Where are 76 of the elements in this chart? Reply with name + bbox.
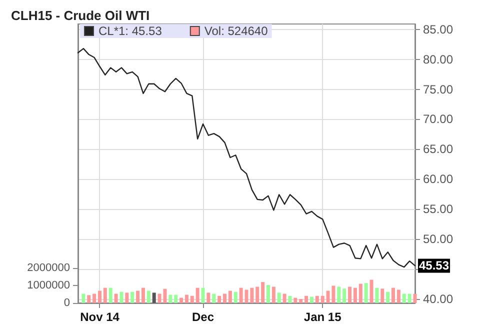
bar <box>413 294 417 303</box>
y-tick-label: 50.00 <box>423 232 454 246</box>
bar <box>239 288 243 303</box>
y-tick-label: 70.00 <box>423 112 454 126</box>
bar <box>152 292 156 303</box>
bar <box>353 288 357 303</box>
bar <box>337 286 341 303</box>
bar <box>315 296 319 303</box>
y-tick-label: 40.00 <box>423 292 454 306</box>
legend-label: Vol: 524640 <box>204 24 268 38</box>
bar <box>174 294 178 303</box>
y-tick-label: 55.00 <box>423 202 454 216</box>
bar <box>218 296 222 303</box>
bar <box>310 296 314 303</box>
bar <box>348 286 352 303</box>
bar <box>120 292 124 303</box>
bar <box>168 294 172 303</box>
bar <box>206 292 210 303</box>
bar <box>108 288 112 303</box>
bar <box>114 294 118 303</box>
bar <box>201 288 205 303</box>
legend-label: CL*1: 45.53 <box>98 24 162 38</box>
y-tick-label: 60.00 <box>423 172 454 186</box>
bar <box>92 294 96 303</box>
bar <box>103 288 107 303</box>
line-series <box>77 48 416 268</box>
y2-tick-label: 2000000 <box>27 262 70 274</box>
y-tick-label: 65.00 <box>423 142 454 156</box>
bar <box>375 288 379 303</box>
x-tick-label: Dec <box>192 310 214 324</box>
bar <box>141 288 145 303</box>
data-label: 45.53 <box>419 258 450 273</box>
bar <box>261 282 265 303</box>
bar <box>272 286 276 303</box>
bar <box>299 298 303 303</box>
bar <box>380 288 384 303</box>
y-tick-label: 75.00 <box>423 82 454 96</box>
chart-title: CLH15 - Crude Oil WTI <box>11 8 150 23</box>
bar <box>396 290 400 303</box>
bar <box>196 288 200 303</box>
bar <box>370 280 374 303</box>
bar <box>402 294 406 303</box>
bar <box>294 298 298 303</box>
bar <box>408 294 412 303</box>
bar <box>358 284 362 303</box>
bar <box>364 283 368 303</box>
bar <box>304 296 308 303</box>
bar <box>98 290 102 303</box>
bar <box>125 292 129 303</box>
y2-tick-label: 1000000 <box>27 280 70 292</box>
bar <box>277 292 281 303</box>
bar <box>320 296 324 303</box>
bar <box>234 292 238 303</box>
x-tick-label: Jan 15 <box>304 310 342 324</box>
bar <box>282 294 286 303</box>
bar <box>228 290 232 303</box>
y-tick-label: 80.00 <box>423 52 454 66</box>
bar <box>392 288 396 303</box>
x-tick-label: Nov 14 <box>80 310 120 324</box>
y-tick-label: 85.00 <box>423 22 454 36</box>
bar <box>190 296 194 303</box>
bar <box>266 284 270 303</box>
bar <box>87 295 91 303</box>
bar <box>136 290 140 303</box>
bar <box>146 290 150 303</box>
bar <box>386 292 390 303</box>
bar <box>82 294 86 303</box>
bar <box>342 288 346 303</box>
bar <box>130 292 134 303</box>
y2-tick-label: 0 <box>64 297 70 309</box>
bar <box>212 294 216 303</box>
bar <box>223 294 227 303</box>
bar <box>288 296 292 303</box>
bar <box>180 298 184 303</box>
bar <box>256 286 260 303</box>
bar <box>184 294 188 303</box>
